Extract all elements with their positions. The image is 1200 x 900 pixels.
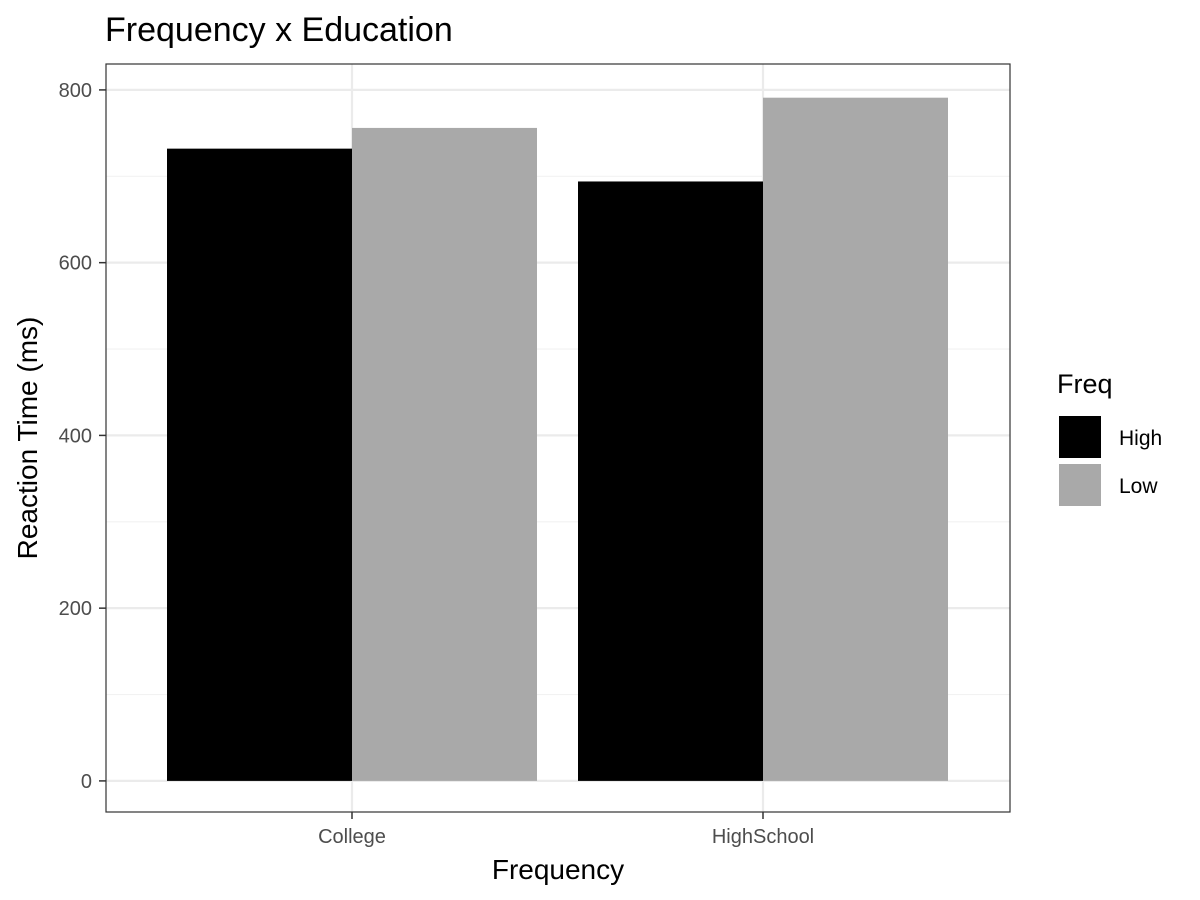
x-axis-title: Frequency [492,854,624,885]
legend-swatch-high [1059,416,1101,458]
legend-label-low: Low [1119,475,1158,498]
y-tick-label: 600 [59,253,92,275]
plot-area [105,63,1011,813]
bars [167,97,948,781]
plot-border [105,63,1011,813]
legend: Freq High Low [1057,369,1162,508]
y-tick-label: 400 [59,425,92,447]
bar-highschool-low [763,97,948,781]
chart-title: Frequency x Education [105,11,453,49]
y-tick-label: 0 [81,771,92,793]
legend-entries: High Low [1057,414,1162,508]
x-tick-label-highschool: HighSchool [712,826,814,848]
bar-college-low [352,127,537,781]
y-axis: 0 200 400 600 800 [59,80,106,793]
legend-label-high: High [1119,427,1162,450]
y-tick-label: 800 [59,80,92,102]
x-axis: College HighSchool [318,812,814,848]
y-tick-label: 200 [59,598,92,620]
x-tick-label-college: College [318,826,386,848]
bar-college-high [167,148,352,781]
y-axis-title: Reaction Time (ms) [12,317,43,560]
legend-swatch-low [1059,464,1101,506]
bar-highschool-high [578,181,763,781]
legend-title: Freq [1057,369,1113,399]
